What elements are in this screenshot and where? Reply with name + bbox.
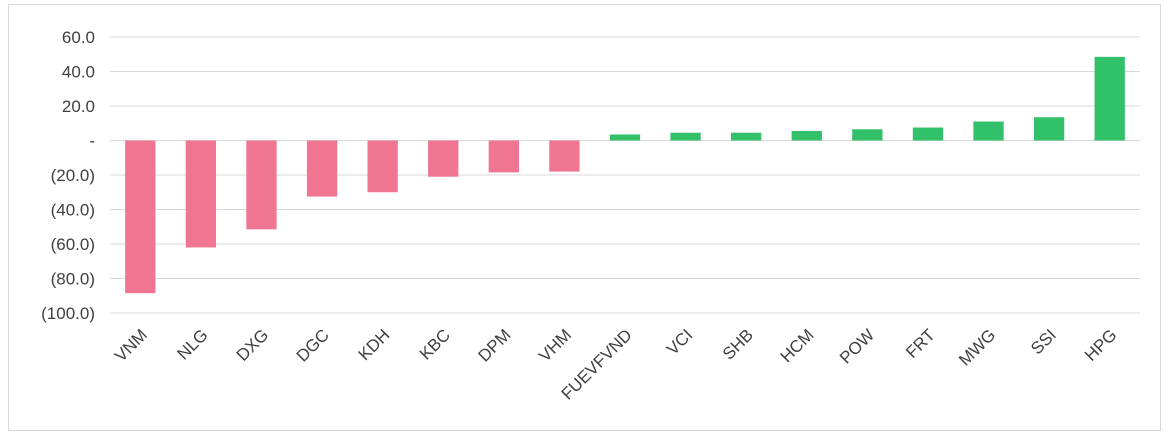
bars bbox=[125, 56, 1125, 294]
y-tick-label: 60.0 bbox=[62, 28, 95, 47]
x-tick-label: SSI bbox=[1027, 325, 1060, 358]
bar-frt bbox=[912, 127, 944, 141]
x-tick-label: HPG bbox=[1081, 325, 1120, 364]
y-tick-label: (60.0) bbox=[51, 235, 95, 254]
y-tick-label: - bbox=[89, 132, 95, 151]
x-tick-label: SHB bbox=[719, 325, 757, 363]
bar-vci bbox=[670, 132, 701, 141]
y-tick-label: (20.0) bbox=[51, 166, 95, 185]
y-tick-label: (40.0) bbox=[51, 201, 95, 220]
bar-vhm bbox=[549, 140, 580, 172]
bar-vnm bbox=[125, 140, 156, 294]
y-tick-label: (80.0) bbox=[51, 270, 95, 289]
x-tick-label: KBC bbox=[416, 325, 454, 363]
x-tick-label: POW bbox=[836, 325, 878, 367]
y-tick-label: (100.0) bbox=[41, 304, 95, 323]
bar-hpg bbox=[1094, 56, 1125, 141]
y-tick-label: 40.0 bbox=[62, 63, 95, 82]
bar-dgc bbox=[306, 140, 338, 197]
x-tick-label: NLG bbox=[174, 325, 212, 363]
bar-kbc bbox=[428, 140, 459, 177]
bar-hcm bbox=[791, 131, 822, 141]
x-tick-label: DPM bbox=[475, 325, 515, 365]
x-tick-label: DXG bbox=[233, 325, 272, 364]
bar-mwg bbox=[973, 121, 1004, 141]
x-tick-label: VHM bbox=[535, 325, 575, 365]
x-tick-label: DGC bbox=[293, 325, 333, 365]
x-tick-label: KDH bbox=[355, 325, 394, 364]
x-tick-label: HCM bbox=[777, 325, 818, 366]
bar-fuevfvnd bbox=[609, 134, 641, 141]
bar-pow bbox=[852, 129, 883, 141]
bar-nlg bbox=[185, 140, 217, 248]
gridlines bbox=[110, 36, 1140, 314]
x-tick-label: VCI bbox=[663, 325, 696, 358]
x-tick-label: FRT bbox=[902, 325, 939, 362]
x-tick-label: MWG bbox=[955, 325, 999, 369]
bar-ssi bbox=[1033, 117, 1065, 141]
y-tick-label: 20.0 bbox=[62, 97, 95, 116]
bar-shb bbox=[731, 132, 762, 141]
bar-dpm bbox=[488, 140, 519, 173]
bar-kdh bbox=[367, 140, 398, 193]
bar-dxg bbox=[246, 140, 277, 230]
y-axis-ticks: 60.0 40.0 20.0 - (20.0) (40.0) (60.0) (80.0) (10… bbox=[41, 28, 95, 323]
x-tick-label: VNM bbox=[111, 325, 151, 365]
